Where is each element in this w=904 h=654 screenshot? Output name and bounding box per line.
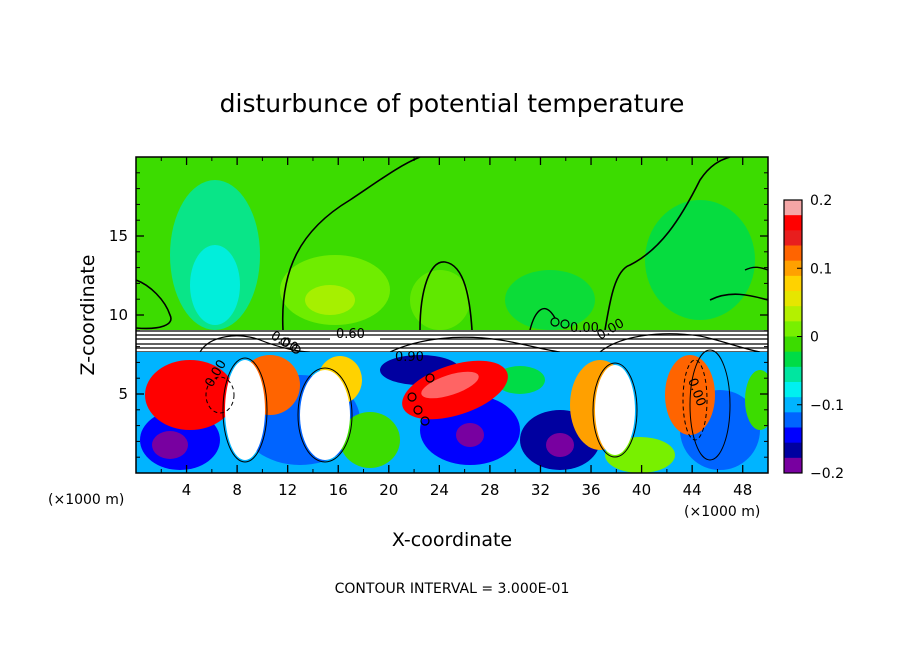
colorbar-tick-label: −0.2	[810, 466, 844, 482]
y-tick-label: 15	[109, 227, 128, 245]
y-tick-label: 5	[118, 385, 128, 403]
colorbar: 0.2 0.1 0 −0.1 −0.2	[783, 193, 844, 482]
colorbar-swatch	[784, 306, 802, 322]
x-tick-label: 44	[683, 481, 702, 499]
colorbar-swatch	[784, 397, 802, 413]
x-axis: 4 8 12 16 20 24 28 32 36 40 44 48	[160, 157, 752, 499]
x-tick-label: 8	[232, 481, 242, 499]
cold-core	[456, 423, 484, 447]
cyan-anomaly-center	[505, 270, 595, 330]
green-cell	[745, 370, 768, 430]
cyan-anomaly-left-core	[190, 245, 240, 325]
colorbar-swatch	[784, 427, 802, 444]
contour-line	[604, 157, 731, 331]
contour-line	[709, 293, 768, 301]
contour-line	[419, 261, 473, 331]
red-cell	[145, 360, 235, 430]
warm-core	[225, 360, 265, 460]
colorbar-swatch	[784, 351, 802, 368]
colorbar-tick-label: 0	[810, 330, 819, 346]
x-tick-label: 16	[329, 481, 348, 499]
x-unit-right: (×1000 m)	[684, 504, 760, 520]
colorbar-swatch	[784, 215, 802, 231]
y-axis: 5 10 15	[109, 172, 768, 458]
x-axis-label: X-coordinate	[392, 529, 512, 551]
colorbar-swatch	[784, 442, 802, 459]
warm-core	[421, 371, 479, 399]
green-anomaly-right	[410, 270, 470, 330]
colorbar-swatch	[784, 200, 802, 216]
colorbar-swatch	[784, 260, 802, 277]
cold-core	[546, 433, 574, 457]
cyan-anomaly-right	[645, 200, 755, 320]
footer-contour-interval: CONTOUR INTERVAL = 3.000E-01	[335, 581, 570, 597]
x-tick-label: 4	[182, 481, 192, 499]
colorbar-tick-label: 0.1	[810, 261, 832, 277]
yellow-anomaly-center-core	[305, 285, 355, 315]
warm-core	[595, 365, 635, 455]
cold-core	[152, 431, 188, 459]
colorbar-swatch	[784, 275, 802, 292]
green-cell	[340, 412, 400, 468]
x-tick-label: 28	[480, 481, 499, 499]
colorbar-swatch	[784, 245, 802, 262]
colorbar-swatch	[784, 321, 802, 337]
chart-title: disturbunce of potential temperature	[220, 89, 685, 118]
colorbar-swatch	[784, 457, 802, 474]
x-unit-left: (×1000 m)	[48, 492, 124, 508]
x-tick-label: 20	[379, 481, 398, 499]
x-tick-label: 36	[581, 481, 600, 499]
colorbar-swatch	[784, 366, 802, 383]
colorbar-tick-label: −0.1	[810, 398, 844, 414]
colorbar-swatch	[784, 382, 802, 398]
contour-dots	[280, 317, 570, 426]
colorbar-swatch	[784, 291, 802, 307]
x-tick-label: 40	[632, 481, 651, 499]
contour-line	[281, 157, 421, 331]
x-tick-label: 48	[733, 481, 752, 499]
contour-label: 0.90	[395, 350, 424, 365]
x-tick-label: 24	[430, 481, 449, 499]
colorbar-swatch	[784, 230, 802, 246]
warm-core	[300, 370, 350, 460]
y-axis-label: Z-coordinate	[77, 255, 99, 376]
colorbar-swatch	[784, 336, 802, 353]
contour-line	[529, 307, 556, 331]
x-tick-label: 32	[531, 481, 550, 499]
contour-label: 0.60	[336, 327, 365, 342]
lower-contours	[205, 349, 731, 463]
x-tick-label: 12	[278, 481, 297, 499]
contour-label: 0.00	[570, 321, 599, 336]
y-tick-label: 10	[109, 306, 128, 324]
green-cell	[495, 366, 545, 394]
colorbar-tick-label: 0.2	[810, 193, 832, 209]
plot-area	[136, 157, 768, 473]
contour-line	[136, 279, 172, 330]
colorbar-swatch	[784, 412, 802, 428]
contour-line	[744, 266, 768, 271]
